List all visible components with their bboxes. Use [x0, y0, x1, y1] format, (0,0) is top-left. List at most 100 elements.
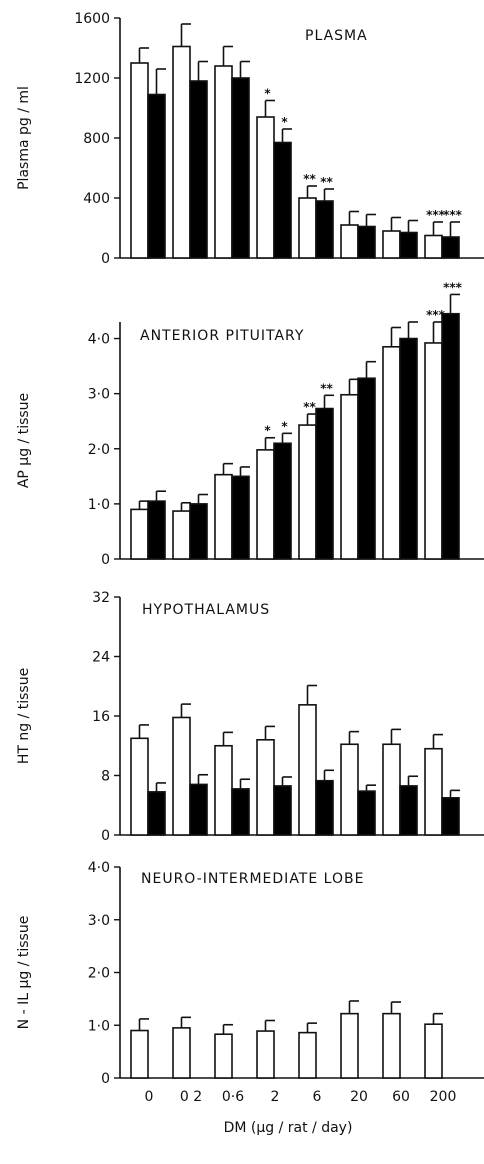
y-axis-title-hypothalamus: HT ng / tissue [16, 668, 32, 764]
bar-anterior-pituitary-open-3 [256, 449, 275, 560]
bar-hypothalamus-filled-5 [357, 790, 376, 836]
bar-neuro-intermediate-lobe-open-6 [382, 1012, 401, 1079]
bar-hypothalamus-open-5 [340, 743, 359, 836]
bar-neuro-intermediate-lobe-open-2 [214, 1033, 233, 1079]
bar-hypothalamus-filled-6 [399, 785, 418, 836]
y-axis-title-anterior-pituitary: AP µg / tissue [16, 393, 32, 488]
x-axis-title: DM (µg / rat / day) [224, 1120, 353, 1136]
bar-plasma-open-7 [424, 234, 443, 259]
panel-title-neuro-intermediate-lobe: NEURO-INTERMEDIATE LOBE [141, 871, 364, 887]
y-tick-label: 4·0 [88, 332, 110, 348]
significance-mark-anterior-pituitary: *** [443, 280, 463, 294]
significance-mark-plasma: ** [303, 172, 316, 186]
y-tick-label: 4·0 [88, 860, 110, 876]
bar-hypothalamus-filled-1 [189, 783, 208, 836]
bar-neuro-intermediate-lobe-open-5 [340, 1012, 359, 1079]
bar-plasma-open-5 [340, 224, 359, 259]
x-tick-label: 0 2 [180, 1089, 202, 1105]
bar-hypothalamus-filled-2 [231, 788, 250, 836]
bar-plasma-filled-6 [399, 231, 418, 259]
x-tick-label: 0·6 [222, 1089, 244, 1105]
bar-neuro-intermediate-lobe-open-7 [424, 1023, 443, 1079]
y-tick-label: 1·0 [88, 1018, 110, 1034]
significance-mark-plasma: ** [320, 175, 333, 189]
bar-hypothalamus-open-0 [130, 737, 149, 836]
y-tick-label: 3·0 [88, 387, 110, 403]
bar-plasma-filled-5 [357, 225, 376, 259]
bar-hypothalamus-open-1 [172, 716, 191, 836]
bar-neuro-intermediate-lobe-open-3 [256, 1030, 275, 1079]
x-tick-label: 60 [392, 1089, 410, 1105]
bar-plasma-open-2 [214, 65, 233, 259]
bar-hypothalamus-filled-0 [147, 791, 166, 836]
bar-anterior-pituitary-filled-2 [231, 475, 250, 560]
y-tick-label: 1·0 [88, 497, 110, 513]
bar-plasma-filled-7 [441, 236, 460, 259]
panel-title-anterior-pituitary: ANTERIOR PITUITARY [140, 328, 304, 344]
bar-anterior-pituitary-open-2 [214, 473, 233, 560]
bar-hypothalamus-open-6 [382, 743, 401, 836]
significance-mark-plasma: * [281, 115, 288, 129]
bar-neuro-intermediate-lobe-open-4 [298, 1031, 317, 1079]
y-tick-label: 0 [101, 552, 110, 568]
y-tick-label: 400 [83, 191, 110, 207]
bar-anterior-pituitary-open-5 [340, 393, 359, 560]
significance-mark-anterior-pituitary: ** [303, 400, 316, 414]
y-axis-title-neuro-intermediate-lobe: N - IL µg / tissue [16, 916, 32, 1030]
significance-mark-anterior-pituitary: * [281, 419, 288, 433]
bar-anterior-pituitary-filled-4 [315, 407, 334, 560]
significance-mark-plasma: * [264, 87, 271, 101]
significance-mark-anterior-pituitary: * [264, 424, 271, 438]
x-tick-label: 6 [313, 1089, 322, 1105]
bar-anterior-pituitary-filled-1 [189, 503, 208, 560]
bar-plasma-filled-3 [273, 141, 292, 259]
bar-anterior-pituitary-open-4 [298, 424, 317, 560]
significance-mark-plasma: *** [443, 208, 463, 222]
bar-hypothalamus-open-7 [424, 747, 443, 836]
y-tick-label: 0 [101, 1071, 110, 1087]
y-tick-label: 8 [101, 769, 110, 785]
y-tick-label: 2·0 [88, 966, 110, 982]
bar-plasma-open-6 [382, 230, 401, 259]
y-tick-label: 1600 [74, 11, 110, 27]
bar-plasma-open-0 [130, 62, 149, 259]
bar-anterior-pituitary-filled-5 [357, 377, 376, 560]
y-tick-label: 3·0 [88, 913, 110, 929]
bar-plasma-filled-1 [189, 80, 208, 259]
y-tick-label: 16 [92, 709, 110, 725]
x-tick-label: 0 [145, 1089, 154, 1105]
y-tick-label: 800 [83, 131, 110, 147]
bar-anterior-pituitary-filled-0 [147, 500, 166, 560]
significance-mark-plasma: *** [426, 208, 446, 222]
bar-anterior-pituitary-open-7 [424, 342, 443, 560]
x-tick-label: 2 [271, 1089, 280, 1105]
bar-hypothalamus-filled-7 [441, 797, 460, 836]
y-tick-label: 2·0 [88, 442, 110, 458]
y-tick-label: 24 [92, 650, 110, 666]
significance-mark-anterior-pituitary: *** [426, 308, 446, 322]
bar-anterior-pituitary-open-6 [382, 346, 401, 560]
bar-hypothalamus-open-4 [298, 704, 317, 836]
bar-hypothalamus-filled-4 [315, 779, 334, 836]
bar-anterior-pituitary-filled-6 [399, 337, 418, 560]
y-tick-label: 32 [92, 590, 110, 606]
bar-plasma-open-4 [298, 197, 317, 259]
y-axis-title-plasma: Plasma pg / ml [16, 86, 32, 190]
panel-title-plasma: PLASMA [305, 28, 368, 44]
bar-neuro-intermediate-lobe-open-0 [130, 1029, 149, 1079]
x-tick-label: 200 [430, 1089, 457, 1105]
bar-hypothalamus-open-2 [214, 744, 233, 836]
y-tick-label: 1200 [74, 71, 110, 87]
bar-plasma-open-3 [256, 116, 275, 259]
bar-anterior-pituitary-filled-7 [441, 312, 460, 560]
y-tick-label: 0 [101, 828, 110, 844]
bar-neuro-intermediate-lobe-open-1 [172, 1027, 191, 1079]
bar-plasma-filled-4 [315, 200, 334, 259]
bar-anterior-pituitary-open-0 [130, 508, 149, 560]
bar-anterior-pituitary-filled-3 [273, 442, 292, 560]
bar-plasma-filled-2 [231, 77, 250, 259]
significance-mark-anterior-pituitary: ** [320, 381, 333, 395]
bar-anterior-pituitary-open-1 [172, 510, 191, 560]
bar-hypothalamus-filled-3 [273, 785, 292, 836]
